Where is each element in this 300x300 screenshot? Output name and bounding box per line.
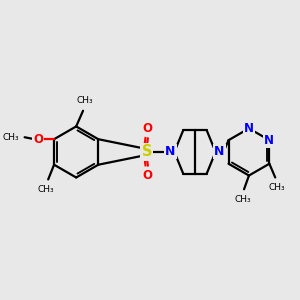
Text: O: O: [143, 169, 153, 182]
Text: O: O: [143, 122, 153, 135]
Text: CH₃: CH₃: [77, 96, 93, 105]
Text: S: S: [142, 145, 152, 160]
Text: N: N: [214, 146, 225, 158]
Text: N: N: [264, 134, 274, 147]
Text: CH₃: CH₃: [235, 195, 251, 204]
Text: O: O: [33, 133, 43, 146]
Text: CH₃: CH₃: [38, 185, 55, 194]
Text: N: N: [244, 122, 254, 135]
Text: CH₃: CH₃: [2, 133, 19, 142]
Text: N: N: [165, 146, 176, 158]
Text: CH₃: CH₃: [269, 183, 286, 192]
